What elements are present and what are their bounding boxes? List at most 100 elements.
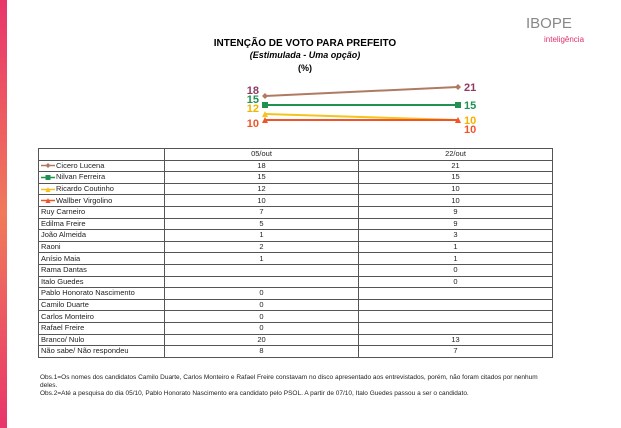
- row-label: Italo Guedes: [38, 275, 165, 289]
- note: Obs.2=Até a pesquisa do dia 05/10, Pablo…: [40, 390, 469, 397]
- marker: [455, 84, 461, 90]
- value-cell: 0: [358, 263, 553, 277]
- table-row: Edilma Freire 5 9: [38, 217, 553, 231]
- value-cell: [358, 310, 553, 323]
- chart: IBOPE inteligência INTENÇÃO DE VOTO PARA…: [214, 15, 585, 136]
- value-cell: 0: [164, 287, 359, 300]
- value-cell: 15: [164, 171, 359, 184]
- value-cell: 10: [164, 194, 359, 207]
- data-label: 18: [247, 85, 259, 97]
- marker: [45, 175, 51, 180]
- unit-label: (%): [298, 63, 312, 73]
- value-cell: 0: [358, 275, 553, 289]
- row-label: Ruy Carneiro: [38, 205, 165, 219]
- table-row: João Almeida 1 3: [38, 229, 553, 242]
- data-label: 10: [464, 124, 476, 136]
- data-label: 12: [247, 103, 259, 115]
- value-cell: 8: [164, 345, 359, 358]
- table-row: Pablo Honorato Nascimento 0: [38, 287, 553, 300]
- marker: [262, 111, 268, 117]
- legend-name: Cicero Lucena: [56, 160, 105, 170]
- logo-sub: inteligência: [544, 35, 585, 44]
- marker: [262, 117, 268, 123]
- marker: [45, 186, 51, 192]
- data-table: 05/out 22/out Cicero Lucena 18 21 Nilvan Ferr…: [38, 148, 553, 358]
- table-row: Rafael Freire 0: [38, 321, 553, 335]
- marker: [45, 163, 51, 169]
- marker: [262, 93, 268, 99]
- table-row: Branco/ Nulo 20 13: [38, 333, 553, 347]
- value-cell: [164, 263, 359, 277]
- legend-icon: [41, 186, 55, 192]
- value-cell: 1: [358, 240, 553, 254]
- data-label: 10: [247, 118, 259, 130]
- series-line: [264, 86, 459, 97]
- value-cell: 10: [358, 182, 553, 196]
- value-cell: [358, 321, 553, 335]
- data-label: 15: [464, 100, 476, 112]
- row-label: Cicero Lucena: [38, 159, 165, 173]
- value-cell: 0: [164, 310, 359, 323]
- value-cell: 0: [164, 298, 359, 312]
- value-cell: [358, 287, 553, 300]
- row-label: Pablo Honorato Nascimento: [38, 287, 165, 300]
- value-cell: 15: [358, 171, 553, 184]
- value-cell: 20: [164, 333, 359, 347]
- value-cell: 13: [358, 333, 553, 347]
- value-cell: 1: [358, 252, 553, 265]
- row-label: Carlos Monteiro: [38, 310, 165, 323]
- side-stripe: [0, 0, 7, 428]
- table-row: Raoni 2 1: [38, 240, 553, 254]
- value-cell: 0: [164, 321, 359, 335]
- header-cell: [38, 148, 165, 161]
- data-label: 15: [247, 94, 259, 106]
- value-cell: 9: [358, 205, 553, 219]
- value-cell: 7: [358, 345, 553, 358]
- value-cell: 2: [164, 240, 359, 254]
- legend-name: Wallber Virgolino: [56, 195, 113, 205]
- marker: [262, 102, 268, 108]
- row-label: Não sabe/ Não respondeu: [38, 345, 165, 358]
- notes: Obs.1=Os nomes dos candidatos Camilo Dua…: [40, 374, 550, 398]
- marker: [455, 117, 461, 123]
- legend-icon: [41, 198, 55, 204]
- row-label: Edilma Freire: [38, 217, 165, 231]
- table-row: Anísio Maia 1 1: [38, 252, 553, 265]
- table-row: Ruy Carneiro 7 9: [38, 205, 553, 219]
- row-label: Rafael Freire: [38, 321, 165, 335]
- row-label: Anísio Maia: [38, 252, 165, 265]
- marker: [455, 102, 461, 108]
- row-label: João Almeida: [38, 229, 165, 242]
- logo: IBOPE: [526, 15, 572, 32]
- table-row: Não sabe/ Não respondeu 8 7: [38, 345, 553, 358]
- table-row: Italo Guedes 0: [38, 275, 553, 289]
- row-label: Rama Dantas: [38, 263, 165, 277]
- table-row: Ricardo Coutinho 12 10: [38, 182, 553, 196]
- marker: [45, 198, 51, 204]
- table-row: Rama Dantas 0: [38, 263, 553, 277]
- column-header: 05/out: [164, 148, 359, 161]
- table-row: Carlos Monteiro 0: [38, 310, 553, 323]
- row-label: Ricardo Coutinho: [38, 182, 165, 196]
- row-label: Branco/ Nulo: [38, 333, 165, 347]
- header-row: 05/out 22/out: [38, 148, 553, 161]
- note: Obs.1=Os nomes dos candidatos Camilo Dua…: [40, 374, 538, 389]
- row-label: Raoni: [38, 240, 165, 254]
- table-row: Camilo Duarte 0: [38, 298, 553, 312]
- value-cell: 12: [164, 182, 359, 196]
- column-header: 22/out: [358, 148, 553, 161]
- value-cell: 7: [164, 205, 359, 219]
- value-cell: 10: [358, 194, 553, 207]
- value-cell: [358, 298, 553, 312]
- chart-title: INTENÇÃO DE VOTO PARA PREFEITO: [214, 36, 397, 49]
- value-cell: 5: [164, 217, 359, 231]
- row-label: Wallber Virgolino: [38, 194, 165, 207]
- table-row: Cicero Lucena 18 21: [38, 159, 553, 173]
- chart-subtitle: (Estimulada - Uma opção): [250, 50, 361, 60]
- value-cell: 1: [164, 229, 359, 242]
- legend-icon: [41, 163, 55, 169]
- table-row: Wallber Virgolino 10 10: [38, 194, 553, 207]
- row-label: Nilvan Ferreira: [38, 171, 165, 184]
- value-cell: 9: [358, 217, 553, 231]
